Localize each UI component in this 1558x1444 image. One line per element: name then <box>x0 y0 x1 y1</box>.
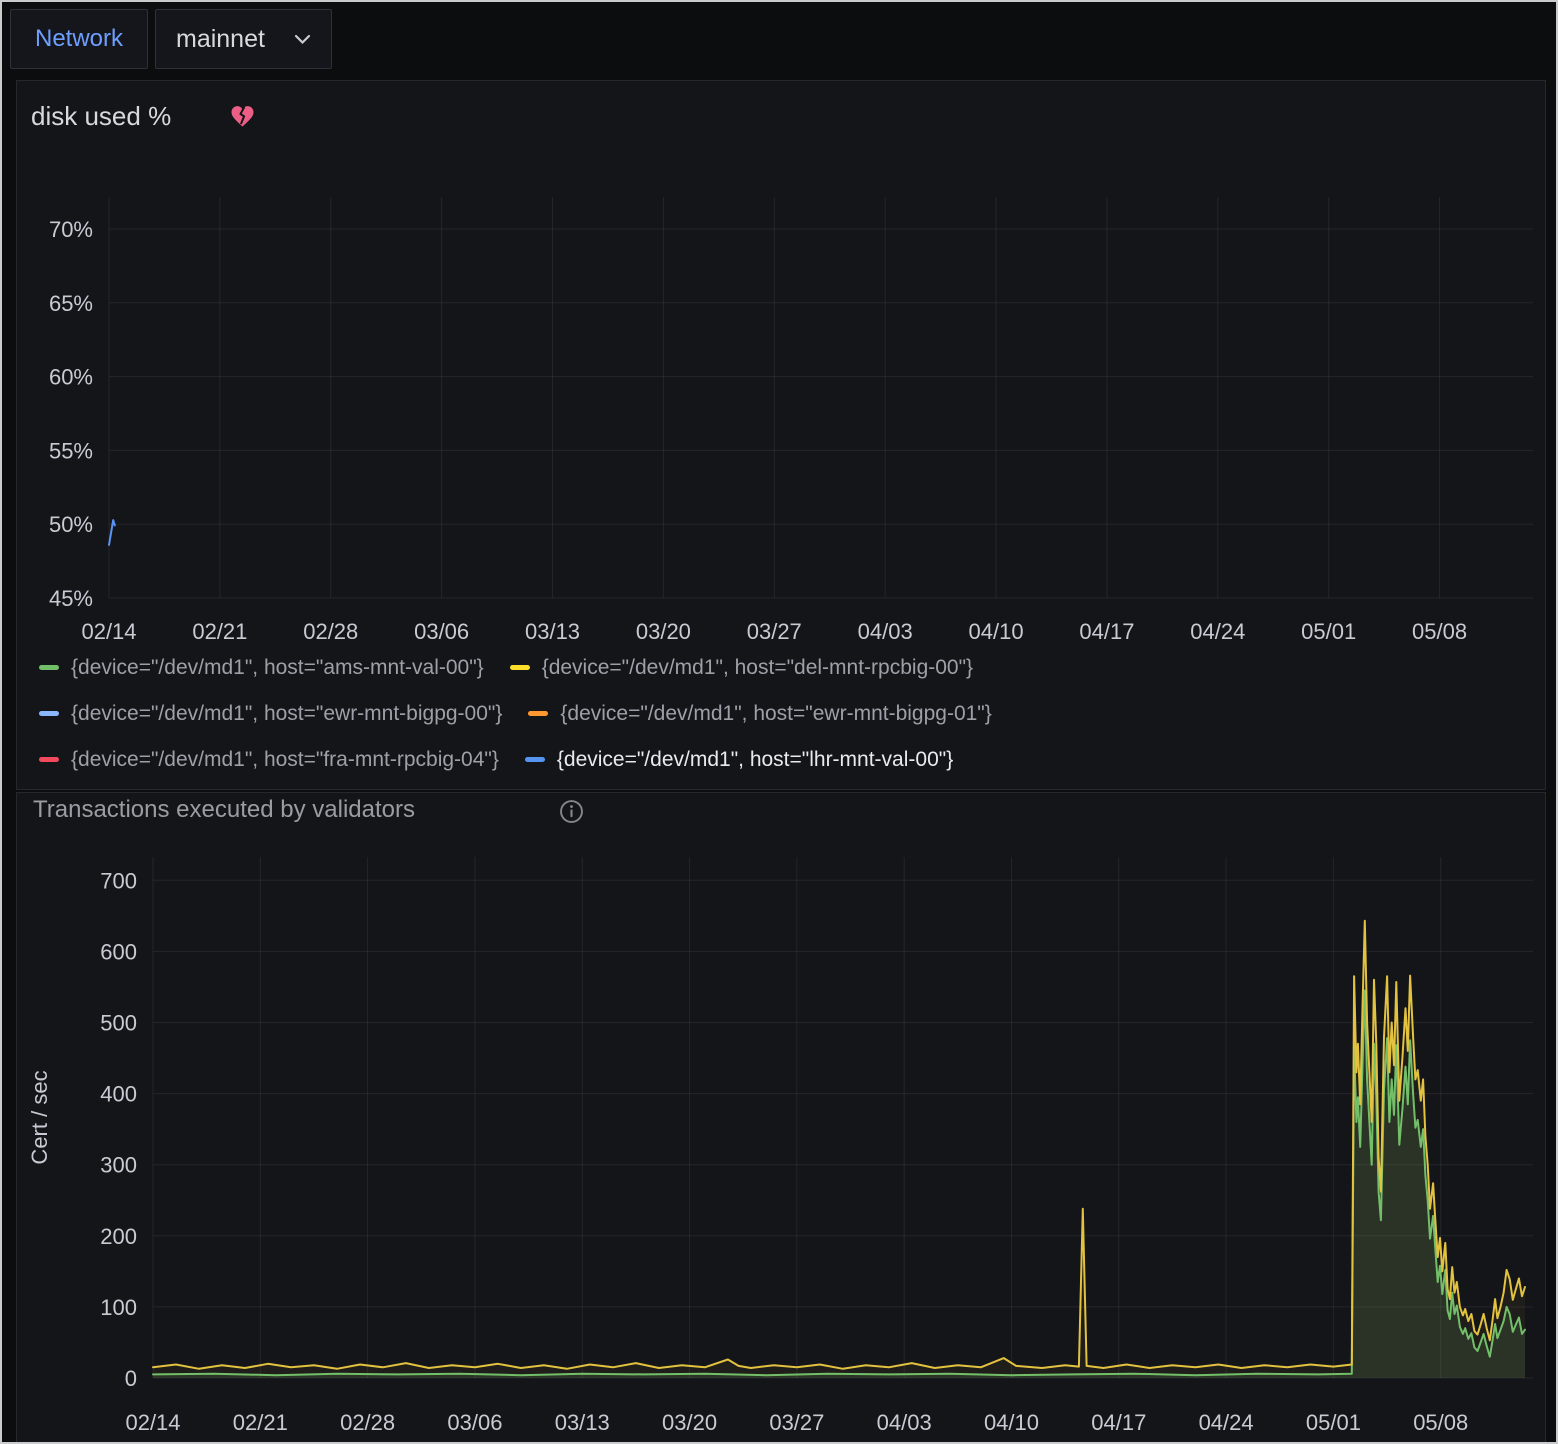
x-axis-tick-label: 05/08 <box>1413 1410 1468 1435</box>
gridlines <box>153 857 1533 1378</box>
legend-swatch-icon <box>39 665 59 670</box>
x-axis-tick-label: 04/10 <box>969 619 1024 644</box>
x-axis-tick-label: 05/01 <box>1306 1410 1361 1435</box>
x-axis-tick-label: 04/03 <box>877 1410 932 1435</box>
legend-label: {device="/dev/md1", host="fra-mnt-rpcbig… <box>71 748 499 772</box>
dashboard: Network mainnet disk used % 45%50%55%60%… <box>0 0 1558 1444</box>
x-axis-tick-label: 02/28 <box>340 1410 395 1435</box>
legend-swatch-icon <box>39 757 59 762</box>
y-axis-tick-label: 100 <box>100 1295 137 1320</box>
y-axis-tick-label: 700 <box>100 868 137 893</box>
legend-swatch-icon <box>525 757 545 762</box>
variable-label-network[interactable]: Network <box>10 9 148 69</box>
series-line-green <box>153 991 1525 1376</box>
y-axis-tick-label: 50% <box>49 512 93 537</box>
x-axis-tick-label: 05/01 <box>1301 619 1356 644</box>
legend-label: {device="/dev/md1", host="ewr-mnt-bigpg-… <box>71 702 502 726</box>
gridlines <box>109 197 1533 598</box>
x-axis-tick-label: 02/14 <box>81 619 136 644</box>
x-axis-tick-label: 04/10 <box>984 1410 1039 1435</box>
x-axis-tick-label: 04/03 <box>858 619 913 644</box>
axis-labels: 0 100 200 300 400 500 600 700 02/14 02/21 02/28 03/… <box>27 868 1468 1435</box>
x-axis-tick-label: 03/06 <box>447 1410 502 1435</box>
y-axis-tick-label: 65% <box>49 291 93 316</box>
x-axis-tick-label: 02/21 <box>233 1410 288 1435</box>
axis-labels: 45% 50% 55% 60% 65% 70% 02/14 02/21 02/28 03/06 03… <box>49 217 1467 644</box>
variable-label: Network <box>35 25 123 53</box>
series-line-yellow <box>153 921 1525 1369</box>
x-axis-tick-label: 04/24 <box>1190 619 1245 644</box>
legend-label: {device="/dev/md1", host="lhr-mnt-val-00… <box>557 748 953 772</box>
x-axis-tick-label: 02/14 <box>125 1410 180 1435</box>
y-axis-tick-label: 70% <box>49 217 93 242</box>
x-axis-tick-label: 04/17 <box>1079 619 1134 644</box>
x-axis-tick-label: 04/24 <box>1199 1410 1254 1435</box>
legend-item[interactable]: {device="/dev/md1", host="fra-mnt-rpcbig… <box>39 743 499 776</box>
y-axis-tick-label: 60% <box>49 365 93 390</box>
x-axis-tick-label: 03/27 <box>747 619 802 644</box>
series <box>153 921 1525 1378</box>
x-axis-tick-label: 03/20 <box>662 1410 717 1435</box>
x-axis-tick-label: 02/21 <box>192 619 247 644</box>
x-axis-tick-label: 03/20 <box>636 619 691 644</box>
legend-item[interactable]: {device="/dev/md1", host="ewr-mnt-bigpg-… <box>528 697 991 730</box>
legend-swatch-icon <box>39 711 59 716</box>
y-axis-tick-label: 200 <box>100 1224 137 1249</box>
y-axis-tick-label: 600 <box>100 939 137 964</box>
legend-label: {device="/dev/md1", host="ams-mnt-val-00… <box>71 656 484 680</box>
y-axis-tick-label: 500 <box>100 1011 137 1036</box>
series-fill-green <box>153 991 1525 1379</box>
x-axis-tick-label: 03/27 <box>769 1410 824 1435</box>
legend-swatch-icon <box>510 665 530 670</box>
x-axis-tick-label: 02/28 <box>303 619 358 644</box>
legend-item[interactable]: {device="/dev/md1", host="ams-mnt-val-00… <box>39 651 484 684</box>
y-axis-tick-label: 45% <box>49 586 93 611</box>
legend-label: {device="/dev/md1", host="ewr-mnt-bigpg-… <box>560 702 991 726</box>
x-axis-tick-label: 04/17 <box>1091 1410 1146 1435</box>
y-axis-tick-label: 0 <box>125 1366 137 1391</box>
legend: {device="/dev/md1", host="ams-mnt-val-00… <box>39 651 1289 776</box>
legend-item[interactable]: {device="/dev/md1", host="del-mnt-rpcbig… <box>510 651 973 684</box>
series-fill-yellow <box>153 921 1525 1378</box>
x-axis-tick-label: 03/06 <box>414 619 469 644</box>
legend-label: {device="/dev/md1", host="del-mnt-rpcbig… <box>542 656 973 680</box>
x-axis-tick-label: 03/13 <box>555 1410 610 1435</box>
panel-transactions: Transactions executed by validators 0100… <box>16 792 1546 1444</box>
transactions-chart[interactable]: 0 100 200 300 400 500 600 700 02/14 02/21 02/28 03/… <box>17 793 1545 1443</box>
panel-disk-used: disk used % 45%50%55%60%65%70%02/1402/21… <box>16 80 1546 790</box>
y-axis-title: Cert / sec <box>27 1070 52 1164</box>
y-axis-tick-label: 400 <box>100 1082 137 1107</box>
y-axis-tick-label: 55% <box>49 438 93 463</box>
chevron-down-icon <box>294 34 311 45</box>
y-axis-tick-label: 300 <box>100 1153 137 1178</box>
x-axis-tick-label: 05/08 <box>1412 619 1467 644</box>
variable-value-dropdown[interactable]: mainnet <box>155 9 332 69</box>
legend-item[interactable]: {device="/dev/md1", host="ewr-mnt-bigpg-… <box>39 697 502 730</box>
legend-swatch-icon <box>528 711 548 716</box>
variable-value: mainnet <box>176 25 265 54</box>
x-axis-tick-label: 03/13 <box>525 619 580 644</box>
legend-item[interactable]: {device="/dev/md1", host="lhr-mnt-val-00… <box>525 743 953 776</box>
